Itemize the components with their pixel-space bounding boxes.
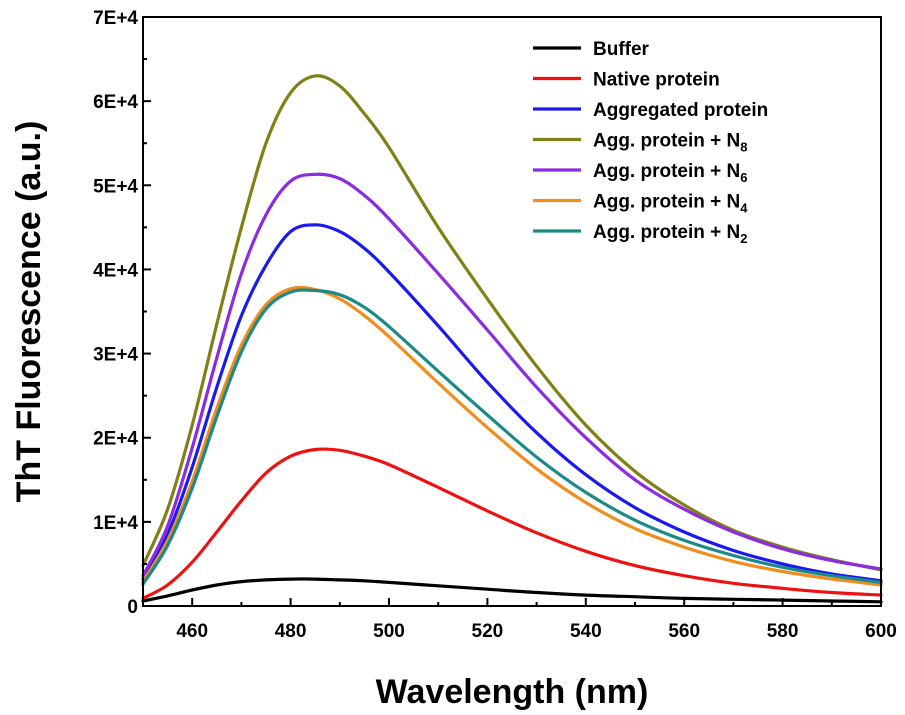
series-line-1 (141, 447, 883, 600)
legend-item-label: Agg. protein + N4 (593, 192, 748, 216)
series-line-0 (141, 577, 883, 604)
y-tick-label: 5E+4 (93, 176, 138, 197)
y-tick-label: 3E+4 (93, 345, 138, 366)
legend-item-label: Native protein (593, 70, 720, 91)
x-tick-label: 540 (570, 621, 602, 642)
series-line-4 (141, 172, 883, 578)
series-layer (141, 74, 883, 604)
legend-item-label: Agg. protein + N2 (593, 222, 747, 246)
y-tick-label: 2E+4 (93, 429, 138, 450)
x-axis-title: Wavelength (nm) (376, 673, 649, 711)
x-tick-label: 460 (176, 621, 208, 642)
x-tick-label: 580 (767, 621, 799, 642)
legend-item-label: Agg. protein + N8 (593, 131, 747, 155)
y-tick-label: 4E+4 (93, 260, 138, 281)
y-tick-label: 7E+4 (93, 8, 138, 29)
y-axis-ticks: 0 1E+4 2E+4 3E+4 4E+4 5E+4 6E+4 7E+4 (93, 8, 151, 618)
y-tick-label: 6E+4 (93, 92, 138, 113)
series-line-3 (141, 74, 883, 572)
y-tick-label: 0 (127, 597, 138, 618)
x-tick-label: 480 (275, 621, 307, 642)
legend-item-label: Aggregated protein (593, 100, 768, 121)
x-tick-label: 600 (865, 621, 897, 642)
y-axis-title: ThT Fluorescence (a.u.) (10, 121, 48, 503)
x-axis-ticks: 460 480 500 520 540 560 580 600 (142, 598, 897, 642)
legend-item-label: Agg. protein + N6 (593, 161, 747, 185)
x-tick-label: 520 (472, 621, 504, 642)
series-line-5 (141, 285, 883, 587)
x-tick-label: 560 (668, 621, 700, 642)
y-tick-label: 1E+4 (93, 513, 138, 534)
legend: Buffer Native protein Aggregated protein Ag… (533, 39, 768, 246)
series-line-6 (141, 288, 883, 586)
x-tick-label: 500 (373, 621, 405, 642)
legend-item-label: Buffer (593, 39, 650, 60)
series-line-2 (141, 223, 883, 583)
